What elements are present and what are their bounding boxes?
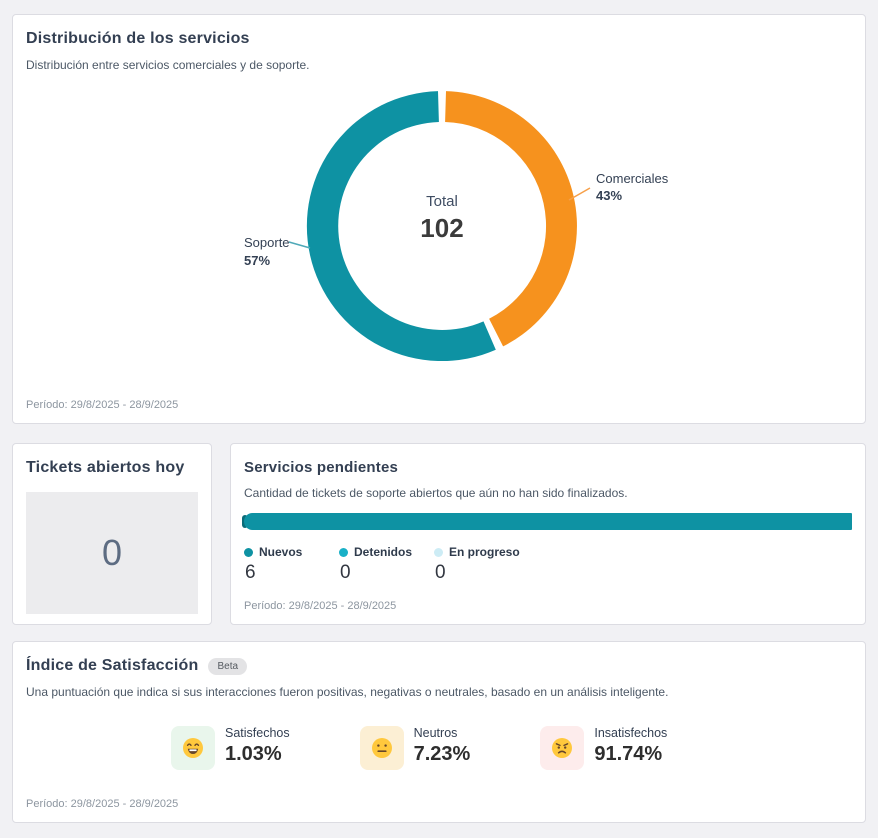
satisfaction-card-title: Índice de Satisfacción	[26, 657, 199, 674]
neutros-icon-box	[359, 726, 404, 770]
happy-emoji-icon	[183, 738, 203, 758]
services-donut-chart: Comerciales 43% Soporte 57% Total 102	[26, 76, 852, 382]
legend-item-detenidos[interactable]: Detenidos 0	[339, 545, 434, 584]
pending-period: Período: 29/8/2025 - 28/9/2025	[244, 600, 397, 612]
detenidos-value: 0	[340, 562, 351, 583]
angry-emoji-icon	[552, 738, 573, 758]
distribution-card-description: Distribución entre servicios comerciales…	[26, 58, 310, 72]
detenidos-dot-icon	[339, 547, 348, 557]
soporte-leader-line	[288, 241, 311, 249]
pending-services-card: Servicios pendientes Cantidad de tickets…	[230, 443, 866, 625]
middle-row: Tickets abiertos hoy 0 Servicios pendien…	[12, 443, 866, 625]
tickets-open-card: Tickets abiertos hoy 0	[12, 443, 212, 625]
bar-segment-nuevos[interactable]	[244, 513, 852, 530]
tickets-count-value: 0	[101, 532, 123, 573]
donut-total-label: Total	[426, 193, 458, 210]
comerciales-leader-line	[568, 187, 591, 201]
en-progreso-value: 0	[435, 562, 446, 583]
beta-badge: Beta	[208, 657, 248, 675]
tickets-card-title: Tickets abiertos hoy	[26, 459, 185, 476]
satisfaction-card: Índice de Satisfacción Beta Una puntuaci…	[12, 641, 866, 823]
distribution-period: Período: 29/8/2025 - 28/9/2025	[26, 399, 179, 411]
nuevos-dot-icon	[244, 547, 253, 557]
donut-chart-svg: Comerciales 43% Soporte 57% Total 102	[244, 91, 669, 362]
legend-item-nuevos[interactable]: Nuevos 6	[244, 545, 339, 584]
en-progreso-label: En progreso	[449, 545, 520, 559]
neutros-value: 7.23%	[413, 743, 471, 765]
pending-legend: Nuevos 6 Detenidos 0 En progreso	[244, 545, 852, 584]
satisfaction-card-description: Una puntuación que indica si sus interac…	[26, 685, 669, 699]
donut-total-value: 102	[420, 213, 463, 243]
stat-insatisfechos: Insatisfechos 91.74%	[540, 726, 667, 770]
nuevos-value: 6	[245, 562, 256, 583]
stat-satisfechos: Satisfechos 1.03%	[171, 726, 290, 770]
comerciales-label: Comerciales	[596, 171, 669, 186]
pending-stacked-bar-chart	[242, 513, 852, 530]
neutral-emoji-icon	[371, 738, 392, 758]
pending-card-description: Cantidad de tickets de soporte abiertos …	[244, 486, 628, 500]
comerciales-percent: 43%	[596, 188, 622, 203]
insatisfechos-label: Insatisfechos	[594, 726, 668, 740]
satisfaction-period: Período: 29/8/2025 - 28/9/2025	[26, 798, 179, 810]
distribution-card: Distribución de los servicios Distribuci…	[12, 14, 866, 424]
legend-item-en-progreso[interactable]: En progreso 0	[434, 545, 529, 584]
satisfechos-label: Satisfechos	[225, 726, 290, 740]
donut-slice-soporte[interactable]	[306, 91, 496, 362]
soporte-percent: 57%	[244, 253, 270, 268]
tickets-count-box: 0	[26, 492, 198, 614]
pending-card-title: Servicios pendientes	[244, 459, 399, 476]
detenidos-label: Detenidos	[354, 545, 413, 559]
neutros-label: Neutros	[413, 726, 458, 740]
satisfechos-icon-box	[171, 726, 215, 770]
pending-bar[interactable]	[244, 513, 852, 530]
insatisfechos-value: 91.74%	[594, 743, 663, 765]
satisfechos-value: 1.03%	[225, 743, 282, 765]
distribution-card-title: Distribución de los servicios	[26, 30, 250, 47]
en-progreso-dot-icon	[434, 547, 443, 557]
insatisfechos-icon-box	[540, 726, 585, 770]
donut-slice-comerciales[interactable]	[445, 91, 577, 347]
stat-neutros: Neutros 7.23%	[359, 726, 471, 770]
satisfaction-stats-row: Satisfechos 1.03% Neutros 7.23%	[171, 726, 852, 770]
nuevos-label: Nuevos	[259, 545, 303, 559]
soporte-label: Soporte	[244, 235, 290, 250]
